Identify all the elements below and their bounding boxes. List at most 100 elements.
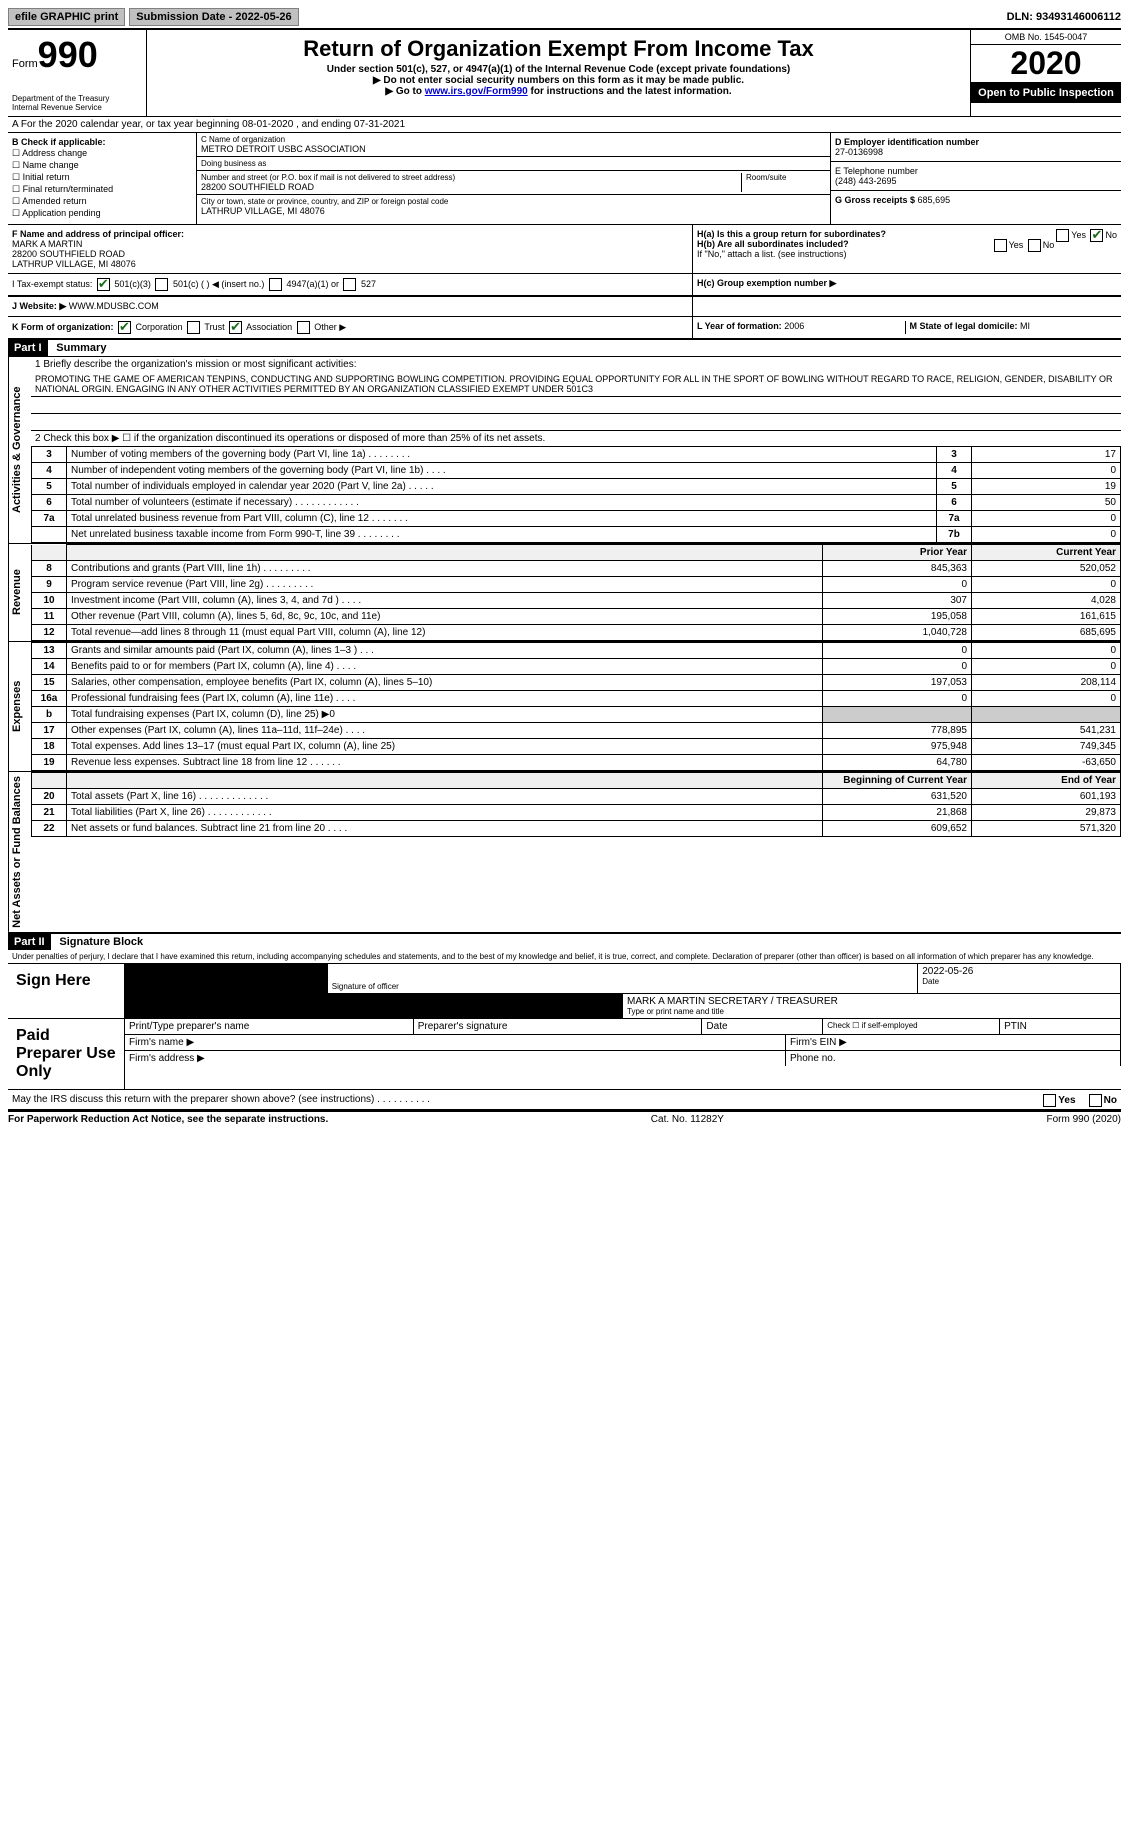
rev-section: Revenue Prior Year Current Year 8Contrib…: [8, 543, 1121, 641]
dln-label: DLN:: [1007, 11, 1036, 23]
self-employed-label: Check ☐ if self-employed: [823, 1019, 1000, 1034]
ij-row: I Tax-exempt status: 501(c)(3) 501(c) ( …: [8, 274, 1121, 297]
table-row: 19Revenue less expenses. Subtract line 1…: [32, 755, 1121, 771]
row-lm: L Year of formation: 2006 M State of leg…: [693, 317, 1121, 338]
table-row: 16aProfessional fundraising fees (Part I…: [32, 691, 1121, 707]
dln-value: 93493146006112: [1036, 11, 1121, 23]
officer-label: F Name and address of principal officer:: [12, 229, 184, 239]
dln: DLN: 93493146006112: [1007, 11, 1121, 23]
chk-initial[interactable]: ☐ Initial return: [12, 172, 192, 183]
ein-value: 27-0136998: [835, 147, 883, 157]
sig-date-label: Date: [922, 977, 1116, 986]
chk-name[interactable]: ☐ Name change: [12, 160, 192, 171]
net-section: Net Assets or Fund Balances Beginning of…: [8, 771, 1121, 934]
irs-link[interactable]: www.irs.gov/Form990: [425, 86, 528, 97]
chk-501c[interactable]: [155, 278, 168, 291]
chk-address[interactable]: ☐ Address change: [12, 148, 192, 159]
chk-corp[interactable]: [118, 321, 131, 334]
form-number: Form990: [12, 34, 142, 76]
print-name-label: Print/Type preparer's name: [125, 1019, 414, 1034]
form-note1: ▶ Do not enter social security numbers o…: [151, 75, 966, 86]
table-row: 10Investment income (Part VIII, column (…: [32, 593, 1121, 609]
sig-date-value: 2022-05-26: [922, 966, 1116, 977]
room-label: Room/suite: [746, 173, 826, 182]
firm-phone-label: Phone no.: [786, 1051, 1121, 1066]
j-right-empty: [693, 297, 1121, 316]
officer-addr1: 28200 SOUTHFIELD ROAD: [12, 249, 125, 259]
paid-preparer-label: Paid Preparer Use Only: [8, 1019, 125, 1089]
omb-number: OMB No. 1545-0047: [971, 30, 1121, 44]
chk-pending[interactable]: ☐ Application pending: [12, 208, 192, 219]
street-value: 28200 SOUTHFIELD ROAD: [201, 182, 737, 192]
chk-other[interactable]: [297, 321, 310, 334]
row-i: I Tax-exempt status: 501(c)(3) 501(c) ( …: [8, 274, 693, 296]
officer-addr2: LATHRUP VILLAGE, MI 48076: [12, 259, 136, 269]
hb-yes[interactable]: [994, 239, 1007, 252]
chk-501c3[interactable]: [97, 278, 110, 291]
box-de: D Employer identification number 27-0136…: [831, 133, 1121, 224]
header-left: Form990 Department of the Treasury Inter…: [8, 30, 147, 116]
officer-name-title: MARK A MARTIN SECRETARY / TREASURER: [627, 996, 1116, 1007]
row-k: K Form of organization: Corporation Trus…: [8, 317, 693, 338]
table-row: 17Other expenses (Part IX, column (A), l…: [32, 723, 1121, 739]
part1-header: Part I Summary: [8, 340, 1121, 356]
footer-mid: Cat. No. 11282Y: [651, 1114, 724, 1125]
table-row: 11Other revenue (Part VIII, column (A), …: [32, 609, 1121, 625]
discuss-no[interactable]: [1089, 1094, 1102, 1107]
website-label: J Website: ▶: [12, 301, 66, 311]
exp-table: 13Grants and similar amounts paid (Part …: [31, 642, 1121, 771]
part2-badge: Part II: [8, 934, 51, 950]
part2-header: Part II Signature Block: [8, 934, 1121, 950]
mission-blank2: [31, 414, 1121, 431]
chk-527[interactable]: [343, 278, 356, 291]
end-year-hdr: End of Year: [972, 773, 1121, 789]
chk-amended[interactable]: ☐ Amended return: [12, 196, 192, 207]
header-mid: Return of Organization Exempt From Incom…: [147, 30, 970, 116]
chk-final[interactable]: ☐ Final return/terminated: [12, 184, 192, 195]
website-value: WWW.MDUSBC.COM: [69, 301, 159, 311]
phone-label: E Telephone number: [835, 166, 918, 176]
state-domicile-label: M State of legal domicile:: [910, 321, 1021, 331]
part2-title: Signature Block: [53, 936, 143, 948]
ein-label: D Employer identification number: [835, 137, 979, 147]
current-year-hdr: Current Year: [972, 545, 1121, 561]
footer-left: For Paperwork Reduction Act Notice, see …: [8, 1114, 328, 1125]
table-row: 22Net assets or fund balances. Subtract …: [32, 821, 1121, 837]
paid-preparer-row: Paid Preparer Use Only Print/Type prepar…: [8, 1019, 1121, 1090]
year-formation-label: L Year of formation:: [697, 321, 784, 331]
chk-assoc[interactable]: [229, 321, 242, 334]
gross-label: G Gross receipts $: [835, 195, 918, 205]
discuss-yes[interactable]: [1043, 1094, 1056, 1107]
form-subtitle: Under section 501(c), 527, or 4947(a)(1)…: [151, 64, 966, 75]
arrow-icon: [125, 964, 328, 993]
table-row: 5Total number of individuals employed in…: [32, 479, 1121, 495]
ha-yes[interactable]: [1056, 229, 1069, 242]
table-row: 8Contributions and grants (Part VIII, li…: [32, 561, 1121, 577]
table-row: 7aTotal unrelated business revenue from …: [32, 511, 1121, 527]
table-row: 13Grants and similar amounts paid (Part …: [32, 643, 1121, 659]
efile-button[interactable]: efile GRAPHIC print: [8, 8, 125, 26]
table-row: 6Total number of volunteers (estimate if…: [32, 495, 1121, 511]
klm-row: K Form of organization: Corporation Trus…: [8, 317, 1121, 340]
submission-date-button[interactable]: Submission Date - 2022-05-26: [129, 8, 298, 26]
part1-title: Summary: [50, 342, 106, 354]
table-row: 12Total revenue—add lines 8 through 11 (…: [32, 625, 1121, 641]
submission-date-value: 2022-05-26: [235, 11, 291, 23]
discuss-row: May the IRS discuss this return with the…: [8, 1090, 1121, 1111]
header-right: OMB No. 1545-0047 2020 Open to Public In…: [970, 30, 1121, 116]
website-row: J Website: ▶ WWW.MDUSBC.COM: [8, 297, 693, 316]
side-governance: Activities & Governance: [8, 357, 31, 543]
tax-year: 2020: [971, 44, 1121, 83]
chk-4947[interactable]: [269, 278, 282, 291]
open-inspection: Open to Public Inspection: [971, 83, 1121, 103]
table-row: 4Number of independent voting members of…: [32, 463, 1121, 479]
hc-row: H(c) Group exemption number ▶: [693, 274, 1121, 296]
chk-trust[interactable]: [187, 321, 200, 334]
box-f: F Name and address of principal officer:…: [8, 225, 693, 273]
sign-here-label: Sign Here: [8, 964, 125, 1018]
hb-no[interactable]: [1028, 239, 1041, 252]
net-table: Beginning of Current Year End of Year 20…: [31, 772, 1121, 837]
ha-no[interactable]: [1090, 229, 1103, 242]
ha-label: H(a) Is this a group return for subordin…: [697, 229, 886, 239]
arrow-icon-2: [125, 994, 623, 1018]
